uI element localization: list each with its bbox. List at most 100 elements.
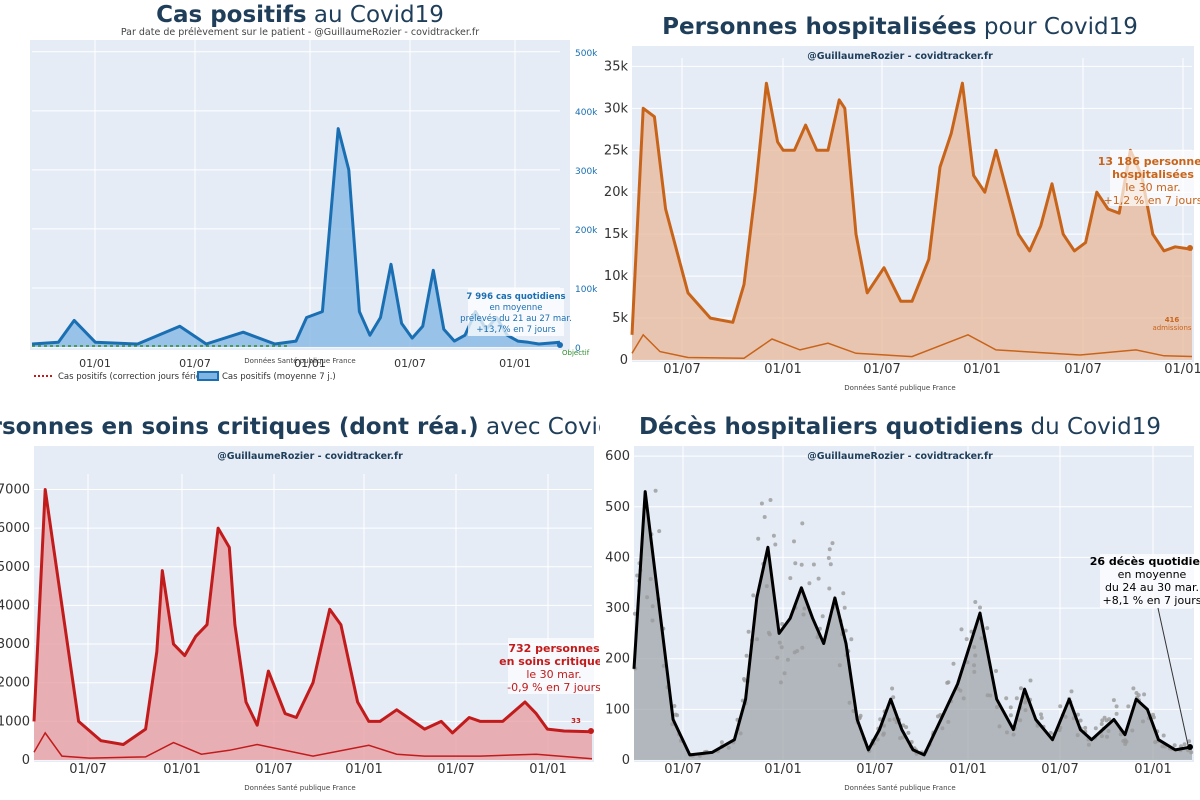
hosp-y-tick: 0 xyxy=(620,353,628,368)
deaths-daily-dot xyxy=(782,671,787,676)
deaths-daily-dot xyxy=(881,731,886,736)
deaths-daily-dot xyxy=(1048,730,1053,735)
icu-y-tick: 1000 xyxy=(0,714,30,729)
hosp-credit: @GuillaumeRozier - covidtracker.fr xyxy=(807,51,993,62)
deaths-daily-dot xyxy=(800,645,805,650)
deaths-daily-dot xyxy=(1086,742,1091,747)
deaths-daily-dot xyxy=(1142,692,1147,697)
cases-annotation-line-1: 7 996 cas quotidiens xyxy=(466,292,565,302)
deaths-daily-dot xyxy=(828,562,833,567)
deaths-daily-dot xyxy=(742,678,747,683)
deaths-x-tick: 01/07 xyxy=(856,762,893,777)
deaths-daily-dot xyxy=(887,717,892,722)
deaths-daily-dot xyxy=(780,622,785,626)
hosp-area xyxy=(632,83,1192,360)
deaths-daily-dot xyxy=(858,713,863,718)
deaths-y-tick: 200 xyxy=(605,652,630,667)
deaths-daily-dot xyxy=(672,704,677,708)
deaths-daily-dot xyxy=(1161,733,1166,738)
icu-x-tick: 01/01 xyxy=(529,762,566,777)
deaths-daily-dot xyxy=(972,663,976,668)
deaths-source: Données Santé publique France xyxy=(844,784,955,792)
hosp-line xyxy=(630,81,1193,335)
deaths-daily-dot xyxy=(1093,726,1098,731)
deaths-daily-dot xyxy=(1153,740,1158,745)
hosp-title: Personnes hospitalisées pour Covid19 xyxy=(662,14,1138,40)
deaths-daily-dot xyxy=(1014,696,1019,701)
deaths-daily-dot xyxy=(1069,689,1074,694)
deaths-last-point xyxy=(1187,744,1193,750)
deaths-line xyxy=(632,490,1193,757)
deaths-daily-dot xyxy=(946,719,951,724)
icu-x-ticks: 01/07 01/01 01/07 01/01 01/07 01/01 xyxy=(69,762,566,777)
deaths-daily-dot xyxy=(900,735,905,740)
deaths-daily-dot xyxy=(766,630,771,635)
icu-annotation: 732 personnes en soins critiques le 30 m… xyxy=(499,642,600,694)
deaths-daily-dot xyxy=(972,669,977,674)
cases-y-tick: 100k xyxy=(575,285,598,295)
deaths-daily-dot xyxy=(827,586,832,591)
deaths-daily-dot xyxy=(972,645,977,650)
deaths-daily-dot xyxy=(1023,708,1028,713)
cases-x-ticks: 01/01 01/07 01/01 01/07 01/01 xyxy=(79,357,531,370)
deaths-daily-dot xyxy=(985,626,990,631)
deaths-daily-dot xyxy=(1106,729,1111,733)
deaths-daily-dot xyxy=(632,611,637,616)
deaths-x-tick: 01/01 xyxy=(764,762,801,777)
deaths-daily-dot xyxy=(764,584,769,589)
deaths-daily-dot xyxy=(1111,698,1116,703)
hosp-y-tick: 25k xyxy=(604,143,629,158)
deaths-daily-dot xyxy=(842,605,847,610)
deaths-daily-dot xyxy=(827,547,832,552)
icu-annotation-line-1: 732 personnes xyxy=(508,642,600,655)
hosp-annotation: 13 186 personnes hospitalisées le 30 mar… xyxy=(1098,155,1200,207)
icu-title-bold: Personnes en soins critiques (dont réa.) xyxy=(0,414,479,440)
panel-cases: Cas positifs au Covid19 Par date de prél… xyxy=(0,0,600,400)
cases-chart: Cas positifs au Covid19 Par date de prél… xyxy=(30,2,598,382)
deaths-daily-dot xyxy=(777,640,782,645)
deaths-daily-dot xyxy=(759,501,764,506)
deaths-daily-dot xyxy=(964,637,969,642)
icu-y-tick: 5000 xyxy=(0,560,30,575)
deaths-daily-dot xyxy=(1141,719,1145,724)
deaths-daily-dot xyxy=(661,663,666,668)
deaths-daily-dot xyxy=(650,604,655,609)
deaths-daily-dot xyxy=(1182,742,1187,747)
hosp-admissions-annotation: 416 admissions xyxy=(1152,316,1191,332)
cases-last-point xyxy=(557,342,563,348)
deaths-daily-dot xyxy=(978,605,982,610)
deaths-daily-dot xyxy=(988,693,993,698)
deaths-daily-dot xyxy=(959,627,964,632)
deaths-daily-dot xyxy=(756,536,761,541)
deaths-daily-dot xyxy=(973,653,978,658)
legend-label-average: Cas positifs (moyenne 7 j.) xyxy=(222,372,336,382)
deaths-daily-dot xyxy=(1151,715,1156,720)
deaths-daily-dot xyxy=(1130,728,1135,733)
deaths-annotation-line-1: 26 décès quotidiens xyxy=(1090,555,1200,568)
deaths-x-ticks: 01/07 01/01 01/07 01/01 01/07 01/01 xyxy=(664,762,1171,777)
deaths-daily-dot xyxy=(793,561,798,566)
deaths-daily-dot xyxy=(738,731,743,736)
deaths-chart: Décès hospitaliers quotidiens du Covid19… xyxy=(605,414,1200,792)
cases-subtitle: Par date de prélèvement sur le patient -… xyxy=(121,27,479,38)
hosp-annotation-line-2: hospitalisées xyxy=(1112,168,1194,181)
cases-y-tick: 0 xyxy=(575,344,581,354)
deaths-daily-dot xyxy=(744,653,749,658)
deaths-daily-dot xyxy=(940,726,945,731)
deaths-daily-dot xyxy=(1078,718,1083,723)
cases-annotation-line-4: +13,7% en 7 jours xyxy=(476,325,556,335)
deaths-daily-dot xyxy=(1019,686,1023,691)
cases-source: Données Santé publique France xyxy=(244,357,355,365)
deaths-annotation-line-4: +8,1 % en 7 jours xyxy=(1103,594,1200,607)
icu-y-tick: 0 xyxy=(22,753,30,768)
panel-hosp: Personnes hospitalisées pour Covid19 @Gu… xyxy=(600,0,1200,400)
deaths-x-tick: 01/07 xyxy=(1041,762,1078,777)
cases-annotation-bg xyxy=(468,288,564,336)
deaths-daily-dot xyxy=(1008,713,1013,718)
deaths-daily-dot xyxy=(811,562,816,567)
icu-x-tick: 01/01 xyxy=(163,762,200,777)
deaths-daily-dot xyxy=(807,581,812,586)
hosp-x-tick: 01/01 xyxy=(1164,362,1200,377)
hosp-annotation-line-4: +1,2 % en 7 jours xyxy=(1104,194,1200,207)
deaths-daily-dot xyxy=(778,680,783,685)
